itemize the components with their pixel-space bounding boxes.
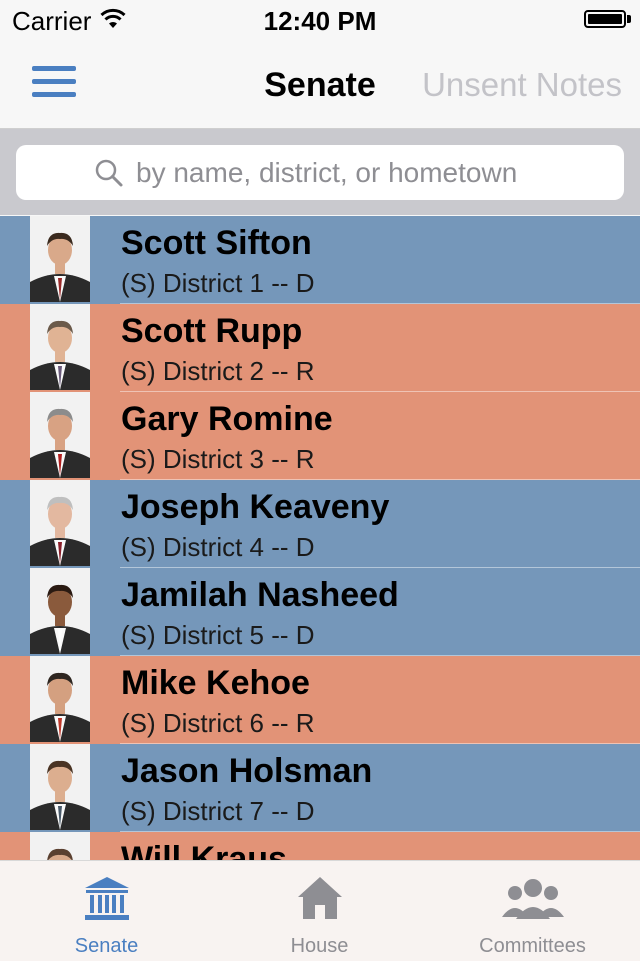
search-bar — [0, 129, 640, 215]
senator-row[interactable]: Jamilah Nasheed (S) District 5 -- D — [0, 568, 640, 656]
senator-district: (S) District 4 -- D — [121, 532, 315, 562]
senator-district: (S) District 7 -- D — [121, 796, 315, 826]
senator-photo — [30, 304, 90, 390]
senator-row[interactable]: Scott Sifton (S) District 1 -- D — [0, 216, 640, 304]
unsent-notes-button[interactable]: Unsent Notes — [422, 66, 622, 103]
navigation-bar: Senate Unsent Notes — [0, 40, 640, 129]
tab-committees-label: Committees — [479, 935, 586, 957]
senator-photo — [30, 832, 90, 860]
tab-senate[interactable]: Senate — [0, 861, 213, 961]
senator-row[interactable]: Jason Holsman (S) District 7 -- D — [0, 744, 640, 832]
senator-name: Jamilah Nasheed — [121, 576, 399, 614]
senator-district: (S) District 1 -- D — [121, 268, 315, 298]
battery-tip — [627, 15, 631, 23]
search-field[interactable] — [16, 145, 624, 200]
senator-row[interactable]: Joseph Keaveny (S) District 4 -- D — [0, 480, 640, 568]
tab-bar: Senate House Committees — [0, 860, 640, 961]
house-icon — [297, 877, 342, 919]
senator-photo — [30, 656, 90, 742]
senator-photo — [30, 568, 90, 654]
menu-icon[interactable] — [32, 66, 76, 100]
carrier-label: Carrier — [12, 6, 92, 36]
battery-icon — [584, 10, 626, 28]
senator-row[interactable]: Gary Romine (S) District 3 -- R — [0, 392, 640, 480]
status-time: 12:40 PM — [263, 6, 377, 36]
senator-name: Joseph Keaveny — [121, 488, 390, 526]
people-icon — [501, 879, 564, 919]
senator-district: (S) District 2 -- R — [121, 356, 315, 386]
page-title: Senate — [264, 66, 376, 104]
senator-name: Scott Sifton — [121, 224, 312, 262]
senator-name: Jason Holsman — [121, 752, 373, 790]
senator-list[interactable]: Scott Sifton (S) District 1 -- D Scott Rup… — [0, 216, 640, 860]
senator-photo — [30, 480, 90, 566]
senator-district: (S) District 5 -- D — [121, 620, 315, 650]
senator-name: Mike Kehoe — [121, 664, 310, 702]
search-icon — [95, 159, 123, 186]
senator-district: (S) District 6 -- R — [121, 708, 315, 738]
senator-photo — [30, 392, 90, 478]
tab-committees[interactable]: Committees — [426, 861, 639, 961]
senator-name: Gary Romine — [121, 400, 333, 438]
status-bar: Carrier 12:40 PM — [0, 0, 640, 40]
senator-row[interactable]: Will Kraus(S) District 8 -- R — [0, 832, 640, 860]
search-input[interactable] — [136, 156, 546, 189]
senator-row[interactable]: Scott Rupp (S) District 2 -- R — [0, 304, 640, 392]
capitol-icon — [84, 877, 129, 920]
tab-house-label: House — [290, 935, 349, 957]
senator-row[interactable]: Mike Kehoe (S) District 6 -- R — [0, 656, 640, 744]
tab-senate-label: Senate — [74, 935, 139, 957]
wifi-icon — [100, 8, 126, 28]
tab-house[interactable]: House — [213, 861, 426, 961]
senator-photo — [30, 216, 90, 302]
senator-photo — [30, 744, 90, 830]
senator-district: (S) District 3 -- R — [121, 444, 315, 474]
senator-name: Will Kraus — [121, 840, 287, 860]
senator-name: Scott Rupp — [121, 312, 303, 350]
